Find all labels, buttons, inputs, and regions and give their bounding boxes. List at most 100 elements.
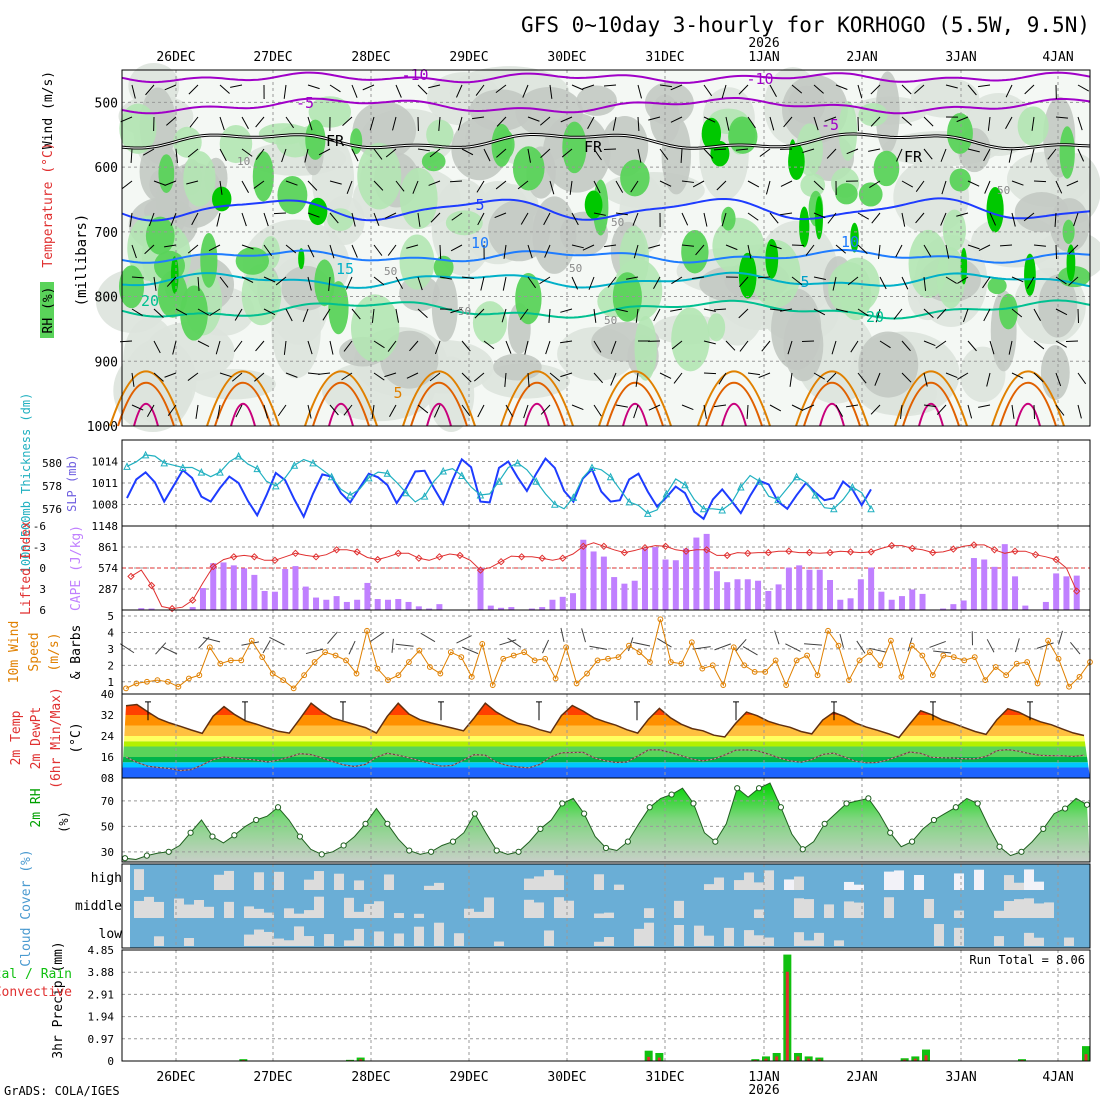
precip-total-bar — [644, 1050, 653, 1061]
cloud-cell — [544, 870, 554, 890]
lifted-index-tick: 6 — [39, 604, 46, 617]
lifted-index-point — [1031, 550, 1040, 559]
precip-total-bar — [1018, 1059, 1026, 1061]
temp-axis-label: (°C) — [69, 722, 84, 753]
wind-barb — [670, 84, 683, 91]
cape-bar — [888, 599, 895, 610]
lifted-index-tick: -3 — [33, 541, 46, 554]
wind-barb — [936, 308, 947, 319]
rh-shade-light — [308, 96, 352, 128]
wind-barb — [517, 180, 529, 190]
cloud-cell — [604, 912, 614, 918]
isotherm-label: -5 — [821, 116, 839, 134]
wind-barb — [632, 212, 639, 226]
surface-wind-barb — [499, 639, 517, 646]
wind-barb — [1055, 276, 1067, 285]
cape-bar — [251, 574, 258, 610]
wind-barb — [703, 84, 713, 97]
diurnal-isotherm — [622, 403, 648, 427]
wind-speed-point — [929, 672, 936, 679]
cloud-cell — [474, 911, 484, 918]
wind-barb — [1033, 340, 1045, 350]
cloud-cell — [744, 872, 754, 890]
wind-barb — [328, 276, 331, 291]
wind-barb — [936, 404, 947, 415]
wind-barb — [986, 372, 991, 387]
wind-barb — [549, 84, 553, 99]
diurnal-isotherm — [894, 370, 968, 427]
cape-bar — [755, 580, 762, 610]
wind-speed-point — [542, 655, 549, 662]
wind-axis-label: & Barbs — [69, 625, 84, 680]
surface-wind-barb — [395, 643, 414, 647]
precip-convective-bar — [775, 1056, 779, 1061]
top-date-label: 2JAN — [846, 50, 877, 65]
cloud-cell — [224, 870, 234, 890]
diurnal-isotherm — [410, 381, 468, 427]
wind-barb — [901, 212, 906, 227]
bottom-date-label: 28DEC — [351, 1070, 390, 1085]
rh-axis-unit: (%) — [57, 811, 71, 833]
rh-contour-label: 50 — [997, 184, 1010, 197]
lifted-index-point — [435, 553, 444, 561]
wind-barb — [549, 372, 561, 382]
wind-barb — [351, 148, 359, 162]
wind-barb — [263, 244, 273, 257]
wind-barb — [659, 180, 672, 187]
surface-wind-barb — [1070, 641, 1081, 655]
cloud-cell — [134, 869, 144, 890]
wind-speed-point — [1055, 655, 1062, 662]
diurnal-isotherm — [606, 381, 664, 427]
wind-speed-point — [385, 677, 391, 684]
wind-barb — [703, 372, 717, 375]
wind-barb — [826, 148, 837, 159]
top-date-label: 26DEC — [156, 50, 195, 65]
wind-barb — [670, 308, 683, 312]
wind-barb — [438, 116, 441, 131]
cape-bar — [282, 569, 289, 610]
wind-barb — [633, 404, 639, 419]
wind-barb — [923, 404, 936, 408]
rh-shade-dark — [584, 190, 603, 219]
wind-barb — [417, 404, 429, 414]
wind-barb — [457, 116, 463, 131]
cloud-cell — [254, 929, 264, 946]
cloud-panel-frame — [121, 863, 1091, 949]
wind-barb — [172, 340, 177, 355]
lifted-index-point — [250, 553, 259, 561]
cape-bar — [539, 607, 546, 610]
surface-wind-barb — [933, 650, 952, 654]
wind-barb — [342, 116, 353, 126]
wind-barb — [757, 276, 771, 279]
precip-tick: 0 — [107, 1055, 114, 1068]
cloud-cell — [1034, 903, 1044, 918]
wind-barb — [496, 116, 507, 127]
wind-barb — [1011, 372, 1024, 379]
wind-barb — [241, 212, 247, 227]
isotherm-freezing-core — [121, 133, 1091, 150]
wind-barb — [703, 212, 708, 227]
thickness-point — [662, 489, 671, 498]
wind-barb — [703, 116, 716, 123]
wind-barb — [718, 372, 727, 385]
wind-speed-point — [563, 644, 569, 651]
cape-bar — [827, 580, 834, 610]
isotherm-label: 10 — [471, 234, 489, 252]
wind-barb — [189, 116, 199, 128]
lifted-index-point — [887, 541, 896, 550]
wind-speed-point — [615, 654, 622, 661]
wind-speed-point — [259, 654, 266, 661]
wind-barb — [167, 404, 177, 416]
cape-bar — [878, 591, 885, 610]
surface-wind-barb — [202, 637, 221, 643]
surface-wind-barb — [370, 631, 385, 642]
rh-shade-moist — [782, 74, 848, 144]
wind-barb — [1066, 180, 1079, 187]
rh-axis-label-a: 2m RH — [29, 788, 44, 827]
precip-axis-label: 3hr Precip (mm) — [51, 941, 66, 1058]
wind-barb — [1077, 84, 1090, 92]
rh-shade-mid — [620, 159, 650, 197]
wind-axis-label: (m/s) — [47, 632, 62, 671]
wind-barb — [827, 212, 837, 224]
lifted-index-point — [271, 556, 279, 565]
